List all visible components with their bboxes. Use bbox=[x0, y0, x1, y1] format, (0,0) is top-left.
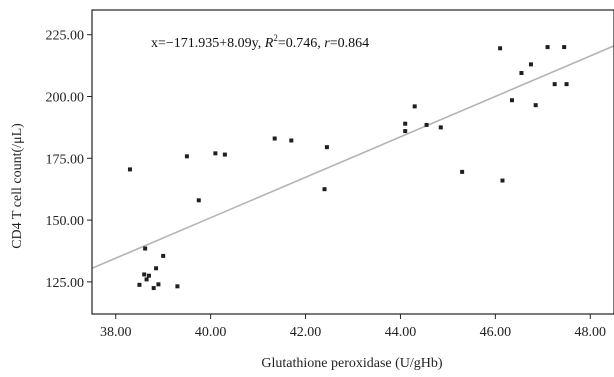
data-point bbox=[403, 129, 408, 134]
x-tick-label: 48.00 bbox=[575, 325, 607, 340]
data-point bbox=[272, 136, 277, 141]
data-point bbox=[438, 125, 443, 130]
data-point bbox=[143, 246, 148, 251]
data-point bbox=[184, 154, 189, 159]
data-point bbox=[498, 46, 503, 51]
data-point bbox=[161, 253, 166, 258]
plot-frame bbox=[91, 9, 614, 315]
x-tick-label: 44.00 bbox=[385, 325, 417, 340]
y-tick-label: 200.00 bbox=[46, 91, 85, 106]
y-axis-ticks: 125.00 150.00 175.00 200.00 225.00 bbox=[46, 29, 92, 291]
data-point bbox=[533, 103, 538, 108]
data-point bbox=[528, 62, 533, 67]
x-axis-label: Glutathione peroxidase (U/gHb) bbox=[261, 356, 443, 371]
data-points bbox=[127, 45, 569, 291]
data-point bbox=[562, 45, 567, 50]
fit-line-layer bbox=[91, 45, 614, 270]
data-point bbox=[196, 198, 201, 203]
y-tick-label: 225.00 bbox=[46, 29, 85, 44]
data-point bbox=[509, 98, 514, 103]
data-point bbox=[500, 178, 505, 183]
data-point bbox=[137, 282, 142, 287]
r-symbol: r bbox=[324, 36, 330, 51]
y-axis-label: CD4 T cell count(/μL) bbox=[10, 123, 25, 249]
data-point bbox=[545, 45, 550, 50]
data-point bbox=[144, 277, 149, 282]
data-point bbox=[552, 82, 557, 87]
x-tick-label: 40.00 bbox=[195, 325, 227, 340]
data-point bbox=[146, 273, 151, 278]
r2-symbol: R bbox=[264, 36, 274, 51]
data-point bbox=[564, 82, 569, 87]
regression-annotation: x=−171.935+8.09y, R2=0.746, r=0.864 bbox=[151, 33, 369, 51]
data-point bbox=[127, 167, 132, 172]
y-tick-label: 125.00 bbox=[46, 276, 85, 291]
data-point bbox=[322, 187, 327, 192]
data-point bbox=[403, 121, 408, 126]
x-tick-label: 46.00 bbox=[480, 325, 512, 340]
data-point bbox=[222, 152, 227, 157]
data-point bbox=[156, 282, 161, 287]
r2-superscript: 2 bbox=[273, 33, 278, 43]
regression-equation: x=−171.935+8.09y, bbox=[151, 36, 265, 51]
data-point bbox=[324, 145, 329, 150]
data-point bbox=[213, 151, 218, 156]
r2-value: =0.746, bbox=[278, 36, 324, 51]
x-tick-label: 38.00 bbox=[100, 325, 132, 340]
r-value: =0.864 bbox=[330, 36, 369, 51]
data-point bbox=[460, 169, 465, 174]
data-point bbox=[424, 122, 429, 127]
data-point bbox=[519, 71, 524, 76]
x-tick-label: 42.00 bbox=[290, 325, 322, 340]
data-point bbox=[289, 138, 294, 143]
y-tick-label: 150.00 bbox=[46, 214, 85, 229]
regression-fit-line bbox=[91, 45, 614, 270]
data-point bbox=[154, 266, 159, 271]
x-axis-ticks: 38.00 40.00 42.00 44.00 46.00 48.00 bbox=[100, 314, 606, 340]
data-point bbox=[151, 286, 156, 291]
y-tick-label: 175.00 bbox=[46, 152, 85, 167]
data-point bbox=[142, 272, 147, 277]
data-point bbox=[412, 104, 417, 109]
data-point bbox=[175, 284, 180, 289]
